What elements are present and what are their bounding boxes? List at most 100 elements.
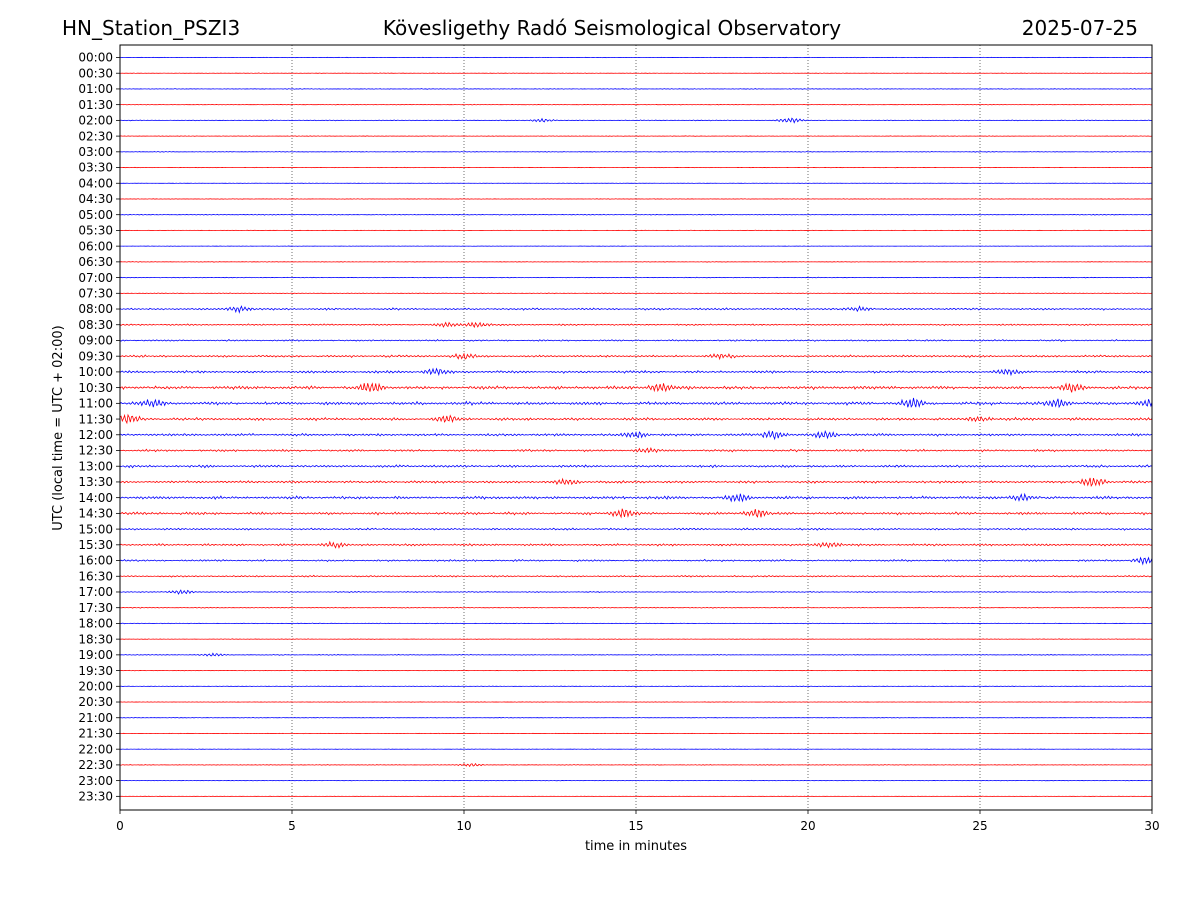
trace-row-10:30 <box>119 382 1153 393</box>
trace-row-22:30 <box>119 762 1153 768</box>
seismogram-traces <box>119 56 1153 797</box>
y-tick-label: 01:00 <box>78 82 113 96</box>
trace-row-02:00 <box>119 117 1153 124</box>
y-tick-label: 08:00 <box>78 302 113 316</box>
trace-row-08:00 <box>119 305 1153 314</box>
y-tick-label: 18:30 <box>78 632 113 646</box>
trace-row-07:30 <box>119 292 1153 295</box>
y-tick-label: 10:00 <box>78 365 113 379</box>
trace-row-15:00 <box>119 527 1153 531</box>
trace-row-07:00 <box>119 276 1153 279</box>
trace-row-11:30 <box>119 413 1153 425</box>
y-tick-label: 11:00 <box>78 397 113 411</box>
trace-row-13:30 <box>119 477 1153 487</box>
trace-row-12:00 <box>119 429 1153 441</box>
trace-row-18:30 <box>119 638 1153 640</box>
y-tick-label: 06:00 <box>78 239 113 253</box>
y-tick-label: 07:00 <box>78 271 113 285</box>
y-axis-label: UTC (local time = UTC + 02:00) <box>51 325 66 530</box>
y-tick-label: 15:30 <box>78 538 113 552</box>
y-tick-label: 09:00 <box>78 334 113 348</box>
trace-row-17:30 <box>119 606 1153 609</box>
y-tick-label: 20:30 <box>78 695 113 709</box>
y-tick-label: 23:30 <box>78 790 113 804</box>
trace-row-09:30 <box>119 352 1153 361</box>
y-tick-label: 03:00 <box>78 145 113 159</box>
y-tick-label: 15:00 <box>78 522 113 536</box>
observatory-title: Kövesligethy Radó Seismological Observat… <box>383 16 841 40</box>
trace-row-00:30 <box>119 72 1153 74</box>
y-tick-label: 05:30 <box>78 224 113 238</box>
station-title: HN_Station_PSZI3 <box>62 16 240 40</box>
x-tick-label: 25 <box>972 819 987 833</box>
trace-row-13:00 <box>119 464 1153 469</box>
trace-row-03:00 <box>119 151 1153 153</box>
trace-row-01:30 <box>119 103 1153 106</box>
trace-row-16:30 <box>119 574 1153 578</box>
y-tick-label: 02:30 <box>78 129 113 143</box>
vertical-gridlines <box>291 45 981 810</box>
trace-row-18:00 <box>119 622 1153 625</box>
trace-row-08:30 <box>119 321 1153 329</box>
y-tick-label: 09:30 <box>78 349 113 363</box>
y-tick-label: 14:30 <box>78 507 113 521</box>
y-tick-label: 06:30 <box>78 255 113 269</box>
trace-row-06:30 <box>119 261 1153 263</box>
y-tick-label: 13:30 <box>78 475 113 489</box>
y-tick-label: 01:30 <box>78 98 113 112</box>
trace-row-20:00 <box>119 685 1153 687</box>
trace-row-09:00 <box>119 338 1153 342</box>
x-tick-label: 10 <box>456 819 471 833</box>
y-tick-label: 16:00 <box>78 554 113 568</box>
trace-row-05:00 <box>119 213 1153 216</box>
trace-row-05:30 <box>119 229 1153 232</box>
trace-row-19:00 <box>119 652 1153 657</box>
trace-row-02:30 <box>119 135 1153 137</box>
y-tick-label: 05:00 <box>78 208 113 222</box>
x-axis-ticks: 0 5 10 15 20 25 30 <box>116 810 1160 833</box>
trace-row-11:00 <box>119 397 1153 409</box>
y-tick-label: 12:00 <box>78 428 113 442</box>
x-tick-label: 5 <box>288 819 296 833</box>
trace-row-16:00 <box>119 556 1153 566</box>
y-tick-label: 19:00 <box>78 648 113 662</box>
y-tick-label: 03:30 <box>78 161 113 175</box>
y-tick-label: 20:00 <box>78 680 113 694</box>
y-tick-label: 19:30 <box>78 664 113 678</box>
y-tick-label: 04:00 <box>78 176 113 190</box>
y-tick-label: 07:30 <box>78 287 113 301</box>
date-title: 2025-07-25 <box>1022 16 1138 40</box>
trace-row-01:00 <box>119 88 1153 90</box>
y-tick-label: 14:00 <box>78 491 113 505</box>
y-tick-label: 10:30 <box>78 381 113 395</box>
x-tick-label: 30 <box>1144 819 1159 833</box>
y-tick-label: 08:30 <box>78 318 113 332</box>
trace-row-21:00 <box>119 717 1153 719</box>
trace-row-12:30 <box>119 446 1153 454</box>
y-tick-label: 04:30 <box>78 192 113 206</box>
trace-row-14:30 <box>119 508 1153 519</box>
y-tick-label: 23:00 <box>78 774 113 788</box>
y-tick-label: 00:00 <box>78 51 113 65</box>
trace-row-14:00 <box>119 492 1153 503</box>
x-tick-label: 20 <box>800 819 815 833</box>
trace-row-15:30 <box>119 540 1153 549</box>
trace-row-10:00 <box>119 367 1153 377</box>
y-tick-label: 13:00 <box>78 459 113 473</box>
y-tick-label: 00:30 <box>78 66 113 80</box>
trace-row-04:30 <box>119 198 1153 200</box>
y-tick-label: 21:00 <box>78 711 113 725</box>
y-tick-label: 18:00 <box>78 617 113 631</box>
y-tick-label: 22:00 <box>78 742 113 756</box>
y-tick-label: 17:00 <box>78 585 113 599</box>
y-tick-label: 22:30 <box>78 758 113 772</box>
trace-row-17:00 <box>119 589 1153 595</box>
y-tick-label: 17:30 <box>78 601 113 615</box>
y-tick-label: 21:30 <box>78 727 113 741</box>
x-axis-label: time in minutes <box>585 839 687 854</box>
trace-row-23:00 <box>119 779 1153 782</box>
trace-row-03:30 <box>119 166 1153 169</box>
y-tick-label: 02:00 <box>78 114 113 128</box>
